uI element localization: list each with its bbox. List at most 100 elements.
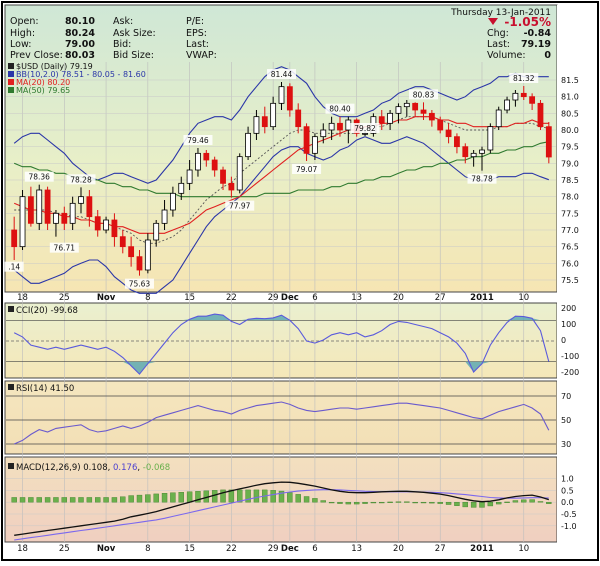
bb-lower-line [13,136,549,294]
price-y-tick-label: 80.0 [561,126,579,135]
candle-body [111,219,118,238]
quote-val-high: 80.24 [65,28,95,39]
x-tick-label: 10 [518,293,529,303]
macd-hist-bar [495,501,502,505]
price-annotation: 81.32 [513,74,535,83]
rsi-layer [13,401,550,445]
legend-swatch-ma20 [8,79,14,85]
macd-hist-bar [387,501,393,503]
candle-body [428,112,435,121]
macd-hist-bar [228,489,235,503]
legend-bb: BB(10,2.0) 78.51 - 80.05 - 81.60 [16,70,146,79]
candle-body [178,182,185,194]
macd-signal-line [14,489,549,541]
quote-key-asksize: Ask Size: [113,28,156,39]
candle-body [245,132,251,158]
macd-hist-bar [186,491,193,503]
macd-hist-bar [337,501,343,504]
macd-hist-bar [136,494,143,503]
macd-hist-bar [28,497,34,503]
candle-body [186,169,193,184]
candle-body [395,106,402,114]
x-tick-label: 6 [312,293,317,303]
x-tick-label: 29 [268,293,279,303]
candle-body [44,189,51,224]
candle-body [161,209,168,224]
quote-key-ask: Ask: [113,16,133,27]
macd-hist-bar [128,495,134,503]
price-y-tick-label: 76.5 [561,243,579,252]
candle-body [119,236,126,248]
candle-body [153,222,160,241]
candle-body [61,212,68,224]
macd-hist-bar [69,497,76,503]
price-annotation: 79.82 [354,124,376,133]
price-annotation-bg [225,200,255,211]
rsi-y-tick-label: 30 [561,440,571,449]
candle-body [312,136,318,154]
price-annotation: 80.83 [413,90,435,99]
price-y-tick-label: 75.5 [561,276,579,285]
down-arrow-icon [488,18,498,25]
quote-key-chg: Chg: [487,28,509,39]
candle-body [27,196,34,224]
legend-ma50: MA(50) 79.65 [16,86,70,95]
price-y-tick-label: 77.0 [561,226,579,235]
macd-y-tick-label: -0.5 [561,510,577,519]
legend-swatch-price [8,63,14,69]
x-tick-label: 18 [17,293,28,303]
quote-key-low: Low: [10,39,31,50]
x-tick-label: 8 [145,544,150,554]
macd-hist-bar [53,497,59,503]
macd-y-tick-label: 1.0 [561,475,574,484]
candle-body [53,212,59,224]
quote-key-vwap: VWAP: [186,50,217,61]
candle-body [295,109,302,128]
price-annotation: 77.97 [229,202,251,211]
candle-body [36,189,43,224]
price-y-tick-label: 81.5 [561,76,579,85]
cci-y-tick-label: 100 [561,320,576,329]
macd-hist-bar [153,493,159,503]
price-annotation-bg [49,242,79,253]
macd-hist-bar [253,489,260,503]
macd-hist-bar [170,492,176,503]
legend-ma20: MA(20) 80.20 [16,78,70,87]
candle-body [454,136,460,148]
macd-hist-bar [78,497,84,503]
price-y-tick-label: 76.0 [561,259,579,268]
quote-key-last2: Last: [186,39,209,50]
price-legend: $USD (Daily) 79.19 BB(10,2.0) 78.51 - 80… [8,62,146,95]
price-y-tick-label: 78.0 [561,193,579,202]
candle-body [495,109,502,128]
macd-hist-bar [86,497,93,503]
candle-body [328,122,335,131]
macd-hist-bar [546,501,552,504]
macd-hist-bar [303,496,310,503]
macd-hist-bar [111,497,118,503]
candle-body [220,169,226,184]
candle-body [86,196,93,218]
legend-swatch-bb [8,71,14,77]
price-annotation: 79.46 [187,136,209,145]
price-annotation-bg [409,89,439,100]
candle-body [286,86,293,111]
candle-body [529,96,536,104]
candle-body [470,152,477,158]
x-tick-label: 13 [351,293,362,303]
candle-body [211,159,218,171]
cci-swatch [8,306,14,312]
price-annotation-bg [325,103,355,114]
rsi-swatch [8,384,14,390]
macd-hist-bar [61,497,68,503]
quote-key-bid: Bid: [113,39,131,50]
candle-body [362,132,368,135]
bb-upper-line [13,66,549,184]
candle-body [445,129,452,138]
candle-body [345,119,352,131]
x-tick-label: 25 [59,544,70,554]
x-tick-label: 8 [145,293,150,303]
candle-body [228,182,235,191]
macd-hist-bar [462,501,468,508]
